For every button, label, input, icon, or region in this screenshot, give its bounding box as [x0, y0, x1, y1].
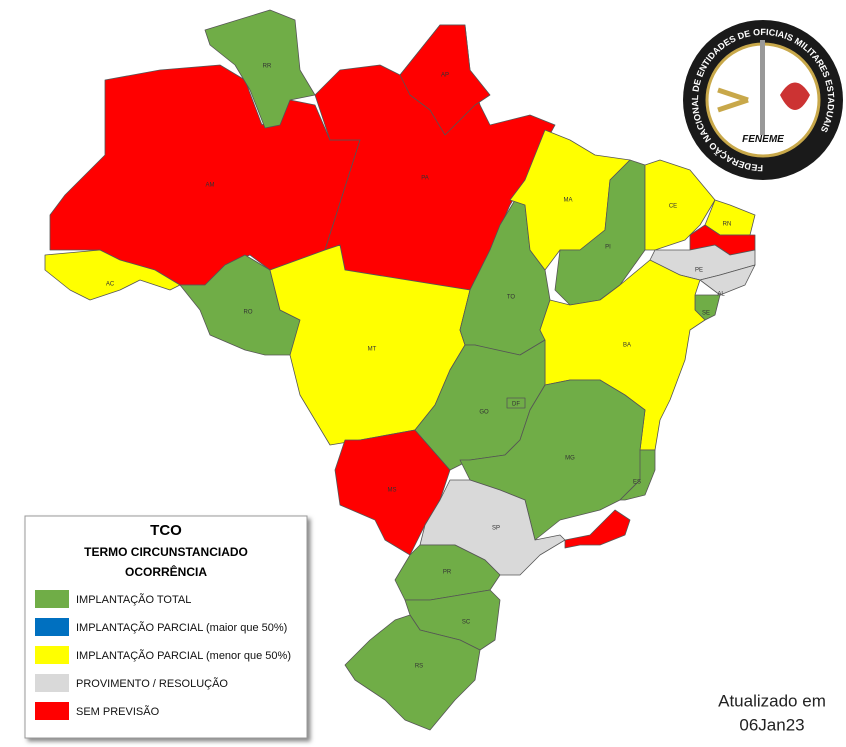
state: [564, 509, 631, 549]
state-label: SC: [462, 620, 471, 626]
legend-label: IMPLANTAÇÃO PARCIAL (maior que 50%): [76, 621, 287, 634]
state-label: ES: [633, 480, 641, 486]
state-label: AP: [441, 73, 449, 79]
update-date: 06Jan23: [739, 715, 804, 734]
legend-subtitle: OCORRÊNCIA: [125, 564, 207, 579]
legend-box: [24, 515, 308, 739]
state-label: PR: [443, 570, 452, 576]
state: [644, 159, 716, 251]
state-label: MT: [368, 347, 377, 353]
state: [399, 24, 491, 136]
state-label: GO: [479, 410, 489, 416]
state-label: MA: [564, 198, 573, 204]
state: [334, 429, 451, 556]
state: [619, 449, 656, 501]
state-label: AL: [717, 292, 725, 298]
state-label: BA: [623, 343, 631, 349]
state-label: PI: [605, 245, 611, 251]
legend-swatch: [35, 702, 69, 720]
logo-helmet: [780, 82, 810, 110]
state-label: SE: [702, 311, 710, 317]
state-label: PE: [695, 268, 703, 274]
state-label: RR: [263, 64, 272, 70]
legend-label: PROVIMENTO / RESOLUÇÃO: [76, 677, 228, 690]
map: AM PA RR AP AC RO MT MS TO MA PI CE RN PE AL SE BA GO MG ES…: [44, 9, 756, 731]
state-label: CE: [669, 204, 677, 210]
state-label: PA: [421, 176, 429, 182]
state-label: RS: [415, 664, 423, 670]
legend-title: TCO: [150, 522, 182, 539]
state: [539, 259, 706, 451]
update-text: Atualizado em: [718, 691, 826, 710]
legend-swatch: [35, 646, 69, 664]
legend-label: SEM PREVISÃO: [76, 705, 160, 718]
legend-swatch: [35, 590, 69, 608]
state-label: RN: [723, 222, 732, 228]
state-label: SP: [492, 526, 500, 532]
state-label: AC: [106, 282, 115, 288]
state: [344, 614, 481, 731]
legend: TCO TERMO CIRCUNSTANCIADO OCORRÊNCIA IMP…: [24, 515, 308, 739]
legend-label: IMPLANTAÇÃO TOTAL: [76, 593, 191, 606]
state-label: MG: [565, 456, 575, 462]
state-label: DF: [512, 402, 520, 408]
logo-sword: [760, 40, 765, 135]
state-label: AM: [206, 183, 215, 189]
state: [506, 397, 526, 409]
state: [204, 9, 316, 129]
legend-swatch: [35, 618, 69, 636]
logo-name: FENEME: [742, 134, 784, 145]
state-label: TO: [507, 295, 516, 301]
state-label: MS: [388, 488, 397, 494]
state: [459, 379, 656, 541]
legend-label: IMPLANTAÇÃO PARCIAL (menor que 50%): [76, 649, 291, 662]
logo-pistols: [717, 87, 749, 113]
logo: FEDERAÇÃO NACIONAL DE ENTIDADES DE OFICI…: [683, 20, 843, 180]
state-label: RO: [244, 310, 253, 316]
state: [699, 264, 756, 296]
legend-swatch: [35, 674, 69, 692]
legend-subtitle: TERMO CIRCUNSTANCIADO: [84, 545, 248, 559]
state: [44, 249, 181, 301]
